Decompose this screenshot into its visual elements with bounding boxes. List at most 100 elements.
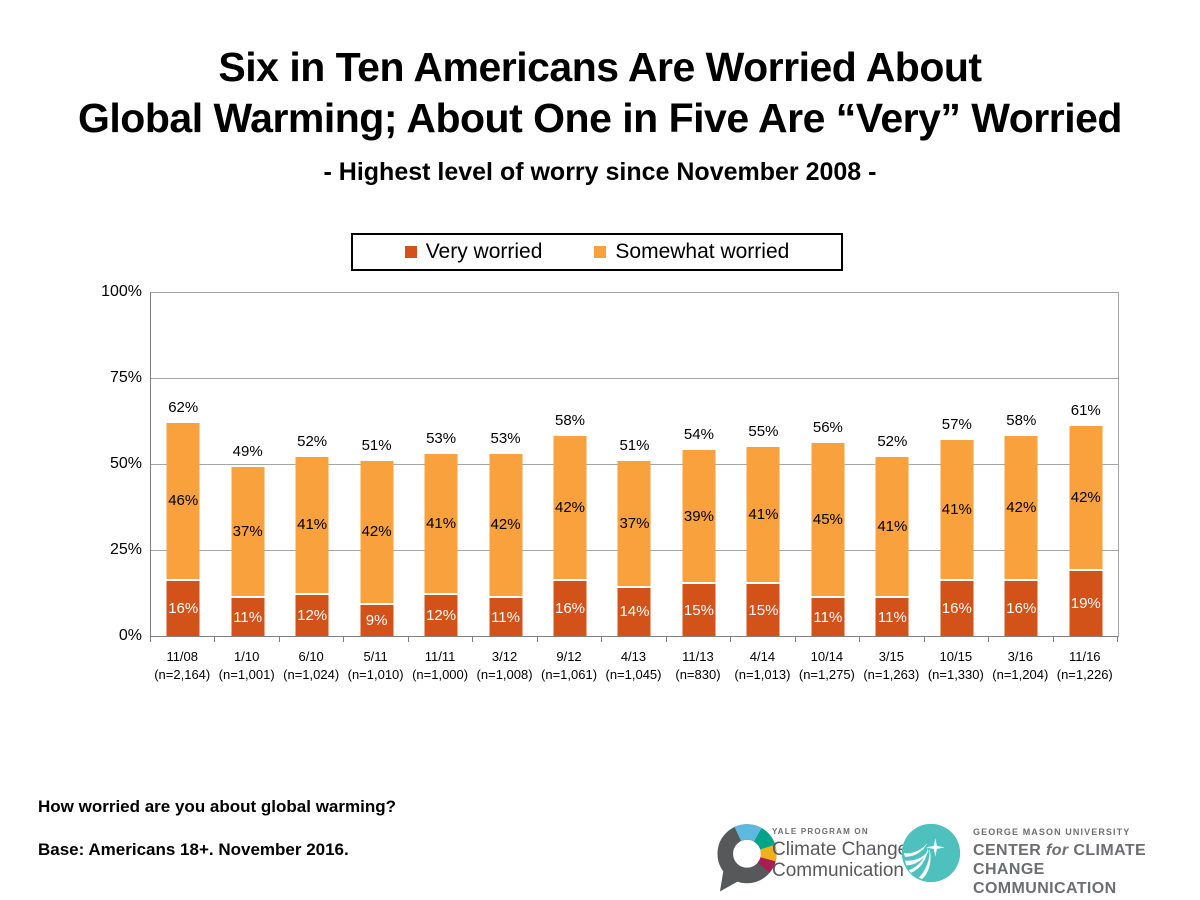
somewhat-worried-value-label: 42% [555, 499, 586, 517]
x-axis-label-sample-size: (n=2,164) [154, 667, 211, 682]
x-axis-label-date: 4/14 [749, 649, 776, 664]
very-worried-value-label: 9% [365, 612, 388, 630]
bar-group-3/16: 42% 16% 58% [989, 292, 1053, 636]
x-axis-label: 10/15 (n=1,330) [924, 648, 988, 684]
x-axis-label: 4/14 (n=1,013) [730, 648, 794, 684]
somewhat-worried-value-label: 46% [168, 492, 199, 510]
x-axis-label-date: 10/14 [810, 649, 844, 664]
somewhat-worried-value-label: 41% [297, 516, 328, 534]
yale-program-on-label: YALE PROGRAM ON [772, 827, 869, 836]
somewhat-worried-value-label: 37% [619, 514, 650, 532]
yale-logo-text: YALE PROGRAM ON Climate Change Communica… [772, 827, 908, 881]
footer-question: How worried are you about global warming… [38, 797, 396, 816]
very-worried-value-label: 12% [426, 606, 457, 624]
y-axis-label: 25% [109, 541, 142, 558]
bar-segment-somewhat-worried: 41% [875, 457, 909, 599]
x-axis-label-sample-size: (n=1,010) [347, 667, 404, 682]
x-axis-label-sample-size: (n=1,013) [734, 667, 791, 682]
bar-group-4/13: 37% 14% 51% [602, 292, 666, 636]
y-axis-label: 0% [118, 627, 142, 644]
x-axis-label: 11/13 (n=830) [666, 648, 730, 684]
bar-segment-somewhat-worried: 42% [1004, 436, 1038, 581]
bar-group-1/10: 37% 11% 49% [215, 292, 279, 636]
y-axis-label: 75% [109, 369, 142, 386]
x-axis-label-date: 9/12 [556, 649, 582, 664]
bar-total-label: 52% [297, 433, 328, 451]
bar-total-label: 52% [877, 433, 908, 451]
x-axis-label: 11/11 (n=1,000) [408, 648, 472, 684]
very-worried-value-label: 16% [1006, 599, 1037, 617]
x-axis-label-sample-size: (n=1,204) [992, 667, 1049, 682]
stacked-bar: 42% 9% [360, 460, 394, 636]
stacked-bar: 41% 16% [940, 439, 974, 636]
bar-group-3/12: 42% 11% 53% [473, 292, 537, 636]
x-axis-tick [923, 637, 925, 642]
chart-legend: Very worried Somewhat worried [351, 233, 843, 271]
somewhat-worried-value-label: 41% [877, 518, 908, 536]
bar-segment-somewhat-worried: 41% [424, 453, 458, 595]
bar-segment-very-worried: 11% [489, 598, 522, 636]
very-worried-value-label: 11% [813, 608, 843, 626]
page-title-line1: Six in Ten Americans Are Worried About [218, 44, 982, 90]
somewhat-worried-value-label: 45% [812, 511, 843, 529]
x-axis-label-sample-size: (n=1,024) [283, 667, 340, 682]
bar-total-label: 54% [683, 426, 714, 444]
x-axis-tick [601, 637, 603, 642]
bar-total-label: 55% [748, 422, 779, 440]
bar-segment-very-worried: 16% [554, 581, 587, 636]
bar-total-label: 51% [619, 436, 650, 454]
bar-segment-very-worried: 16% [1005, 581, 1038, 636]
bar-segment-very-worried: 11% [811, 598, 844, 636]
x-axis-label-date: 3/12 [491, 649, 518, 664]
x-axis-label: 5/11 (n=1,010) [343, 648, 407, 684]
x-axis-label-date: 4/13 [620, 649, 647, 664]
yale-climate-logo-icon [717, 824, 777, 892]
very-worried-value-label: 19% [1070, 594, 1101, 612]
y-axis-label: 50% [109, 455, 142, 472]
stacked-bar: 42% 16% [1004, 436, 1038, 636]
x-axis-label: 3/15 (n=1,263) [859, 648, 923, 684]
somewhat-worried-value-label: 41% [748, 506, 779, 524]
bar-total-label: 58% [1006, 412, 1037, 430]
x-axis-label: 3/16 (n=1,204) [988, 648, 1052, 684]
x-axis-label-date: 11/11 [424, 649, 456, 664]
very-worried-value-label: 11% [877, 608, 907, 626]
x-axis-label-date: 5/11 [363, 649, 388, 664]
x-axis-label: 10/14 (n=1,275) [795, 648, 859, 684]
stacked-bar: 39% 15% [682, 450, 716, 636]
x-axis-label-sample-size: (n=830) [675, 667, 721, 682]
bar-segment-very-worried: 14% [618, 588, 651, 636]
gridline-100 [151, 291, 1118, 293]
x-axis-label-sample-size: (n=1,226) [1056, 667, 1113, 682]
legend-label: Very worried [425, 240, 543, 263]
x-axis-tick [343, 637, 345, 642]
bar-group-10/14: 45% 11% 56% [796, 292, 860, 636]
x-axis-label-sample-size: (n=1,045) [605, 667, 662, 682]
very-worried-value-label: 11% [491, 608, 520, 626]
x-axis-tick [859, 637, 861, 642]
plot-area: 46% 16% 62% 37% 11% 49% 41% 12% 52% 42% 9% 51% 41% 12… [150, 291, 1119, 637]
very-worried-value-label: 11% [233, 608, 263, 626]
bar-group-11/13: 39% 15% 54% [667, 292, 731, 636]
bar-segment-very-worried: 12% [425, 595, 458, 636]
bar-segment-somewhat-worried: 42% [553, 436, 587, 581]
y-axis-label: 100% [101, 283, 142, 300]
bar-group-11/08: 46% 16% 62% [151, 292, 215, 636]
gridline-50 [151, 463, 1118, 465]
somewhat-worried-value-label: 42% [1070, 488, 1101, 506]
bar-segment-somewhat-worried: 39% [682, 450, 716, 585]
stacked-bar: 37% 11% [231, 467, 265, 636]
bar-segment-very-worried: 19% [1069, 571, 1102, 636]
bar-segment-very-worried: 11% [876, 598, 909, 636]
bar-group-4/14: 41% 15% 55% [731, 292, 795, 636]
bar-total-label: 53% [426, 429, 457, 447]
x-axis-label-date: 11/13 [682, 649, 714, 664]
bar-total-label: 51% [361, 436, 392, 454]
yale-name-line1: Climate Change [772, 839, 909, 860]
gridline-75 [151, 377, 1118, 379]
x-axis-tick [214, 637, 216, 642]
bar-segment-very-worried: 12% [296, 595, 329, 636]
x-axis-tick [794, 637, 796, 642]
bar-segment-very-worried: 15% [682, 584, 715, 636]
